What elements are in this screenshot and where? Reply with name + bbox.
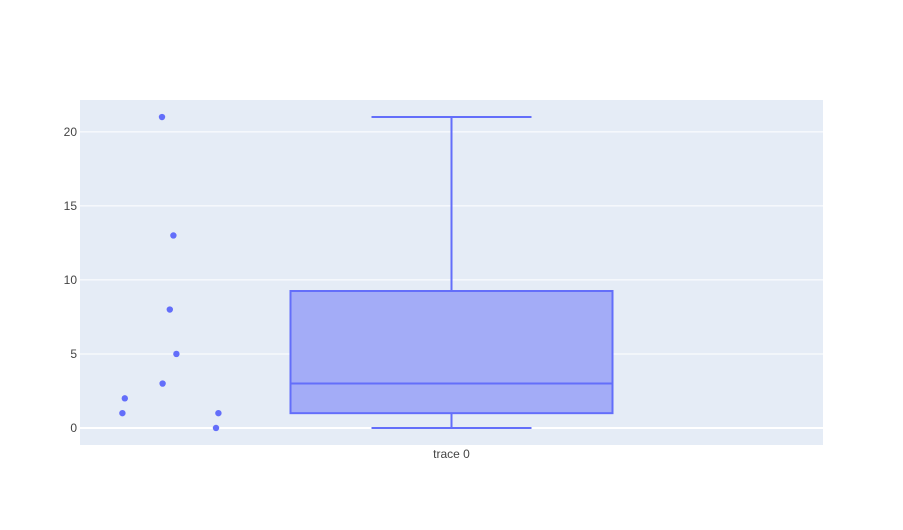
data-point [121,395,128,402]
iqr-box [289,290,614,415]
y-tick-label: 10 [64,273,78,287]
x-tick-labels: trace 0 [433,447,470,461]
data-point [166,306,173,313]
data-points [119,113,222,432]
y-tick-label: 5 [70,347,77,361]
x-tick-label: trace 0 [433,447,470,461]
data-point [212,424,220,432]
data-point [158,113,166,121]
data-point [170,232,177,239]
y-tick-label: 15 [64,199,78,213]
y-tick-labels: 0 5 10 15 20 [64,125,78,435]
box-trace [289,116,614,429]
data-point [215,409,222,417]
data-point [159,380,166,387]
data-point [119,409,126,417]
data-point [173,350,180,358]
y-tick-label: 0 [70,421,77,435]
y-tick-label: 20 [64,125,78,139]
